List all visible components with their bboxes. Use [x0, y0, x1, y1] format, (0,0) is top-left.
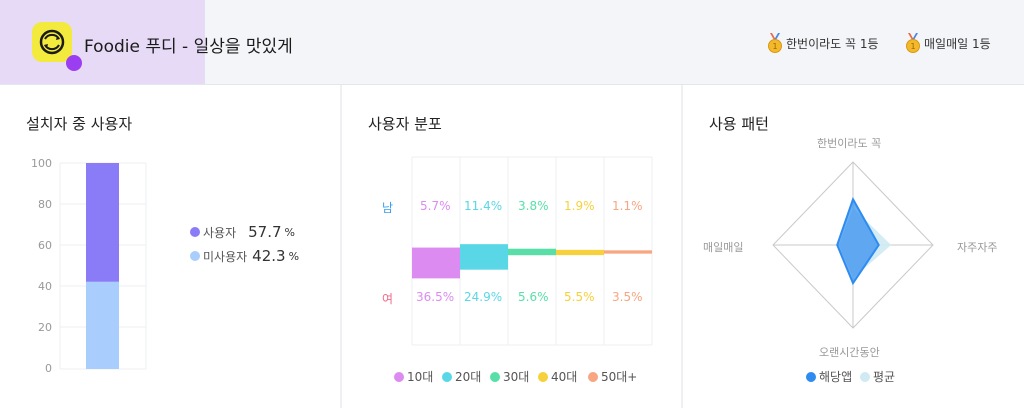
- badge-once-label: 한번이라도 꼭 1등: [786, 36, 879, 51]
- female-pct-20: 24.9%: [464, 290, 503, 304]
- female-bar-age-30: [508, 251, 556, 256]
- female-bar-age-10: [412, 251, 460, 279]
- radar-app-area: [836, 196, 880, 286]
- radar-axis-right: 자주자주: [957, 241, 998, 254]
- female-bar-age-20: [460, 251, 508, 270]
- male-pct-10: 5.7%: [420, 199, 451, 213]
- distribution-chart: [411, 156, 653, 346]
- legend-age-50-label: 50대+: [601, 370, 638, 384]
- female-bar-age-40: [556, 251, 604, 256]
- badge-daily-label: 매일매일 1등: [924, 36, 991, 51]
- male-bar-age-50: [604, 250, 652, 251]
- male-label: 남: [382, 201, 394, 215]
- y-tick: 100: [31, 157, 52, 170]
- users-chart: [59, 162, 147, 370]
- app-dot-icon: [806, 371, 816, 382]
- pattern-panel-title: 사용 패턴: [709, 115, 769, 133]
- male-pct-30: 3.8%: [518, 199, 549, 213]
- nonusers-bar: [86, 281, 119, 369]
- badge-daily: 1 매일매일 1등: [904, 33, 991, 53]
- female-pct-10: 36.5%: [416, 290, 455, 304]
- distribution-panel-title: 사용자 분포: [368, 115, 442, 133]
- female-bar-age-50: [604, 251, 652, 254]
- nonusers-pct: 42.3: [252, 247, 286, 265]
- male-bar-age-40: [556, 249, 604, 251]
- male-pct-40: 1.9%: [564, 199, 595, 213]
- legend-age-10: 10대: [394, 368, 433, 385]
- legend-users-label: 사용자: [203, 225, 237, 240]
- legend-age-10-label: 10대: [407, 370, 434, 384]
- male-pct-20: 11.4%: [464, 199, 503, 213]
- distribution-panel: 사용자 분포 남 여 5.7% 11.4% 3.8% 1.9% 1.1% 36.…: [342, 85, 681, 408]
- female-pct-40: 5.5%: [564, 290, 595, 304]
- y-tick: 80: [38, 198, 52, 211]
- users-pct-unit: %: [284, 225, 295, 239]
- legend-avg-label: 평균: [873, 370, 896, 384]
- radar-axis-top: 한번이라도 꼭: [817, 137, 882, 150]
- nonusers-dot-icon: [190, 251, 200, 261]
- male-bar-age-10: [412, 247, 460, 251]
- male-bar-age-30: [508, 248, 556, 251]
- y-tick: 0: [45, 362, 52, 375]
- y-tick: 60: [38, 239, 52, 252]
- legend-age-20: 20대: [442, 368, 481, 385]
- age20-dot-icon: [442, 371, 452, 382]
- radar-chart: [772, 161, 934, 329]
- legend-age-30: 30대: [490, 368, 529, 385]
- legend-age-30-label: 30대: [503, 370, 530, 384]
- users-panel: 설치자 중 사용자 100 80 60 40 20 0 사용자 57.7 % 미…: [0, 85, 340, 408]
- male-bar-age-20: [460, 244, 508, 251]
- svg-text:1: 1: [910, 42, 915, 51]
- medal-icon: 1: [906, 33, 920, 53]
- legend-age-20-label: 20대: [455, 370, 482, 384]
- male-pct-50: 1.1%: [612, 199, 643, 213]
- age30-dot-icon: [490, 371, 500, 382]
- y-tick: 20: [38, 321, 52, 334]
- users-dot-icon: [190, 227, 200, 237]
- nonusers-pct-unit: %: [288, 249, 300, 263]
- radar-axis-left: 매일매일: [703, 241, 744, 254]
- y-tick: 40: [38, 280, 52, 293]
- female-label: 여: [382, 292, 394, 306]
- legend-app-label: 해당앱: [819, 370, 853, 384]
- pattern-panel: 사용 패턴 한번이라도 꼭 자주자주 오랜시간동안 매일매일 해당앱 평균: [683, 85, 1024, 408]
- users-pct: 57.7: [248, 223, 282, 241]
- app-header: Foodie 푸디 - 일상을 맛있게 1 한번이라도 꼭 1등 1 매일매일 …: [0, 0, 1024, 85]
- female-pct-50: 3.5%: [612, 290, 643, 304]
- age10-dot-icon: [394, 371, 404, 382]
- legend-users: 사용자 57.7 %: [190, 223, 295, 241]
- legend-avg: 평균: [860, 368, 895, 385]
- legend-age-40-label: 40대: [551, 370, 578, 384]
- app-status-dot: [66, 55, 82, 71]
- users-panel-title: 설치자 중 사용자: [26, 115, 133, 133]
- badge-once: 1 한번이라도 꼭 1등: [766, 33, 879, 53]
- legend-nonusers-label: 미사용자: [203, 249, 248, 264]
- legend-app: 해당앱: [806, 368, 852, 385]
- app-logo-icon: [32, 22, 72, 62]
- age50-dot-icon: [588, 371, 598, 382]
- svg-text:1: 1: [772, 42, 777, 51]
- avg-dot-icon: [860, 371, 870, 382]
- age40-dot-icon: [538, 371, 548, 382]
- users-bar: [86, 163, 119, 282]
- app-title: Foodie 푸디 - 일상을 맛있게: [84, 37, 293, 57]
- medal-icon: 1: [768, 33, 782, 53]
- legend-age-40: 40대: [538, 368, 577, 385]
- female-pct-30: 5.6%: [518, 290, 549, 304]
- radar-axis-bottom: 오랜시간동안: [819, 346, 880, 359]
- legend-age-50: 50대+: [588, 368, 637, 385]
- legend-nonusers: 미사용자 42.3 %: [190, 247, 299, 265]
